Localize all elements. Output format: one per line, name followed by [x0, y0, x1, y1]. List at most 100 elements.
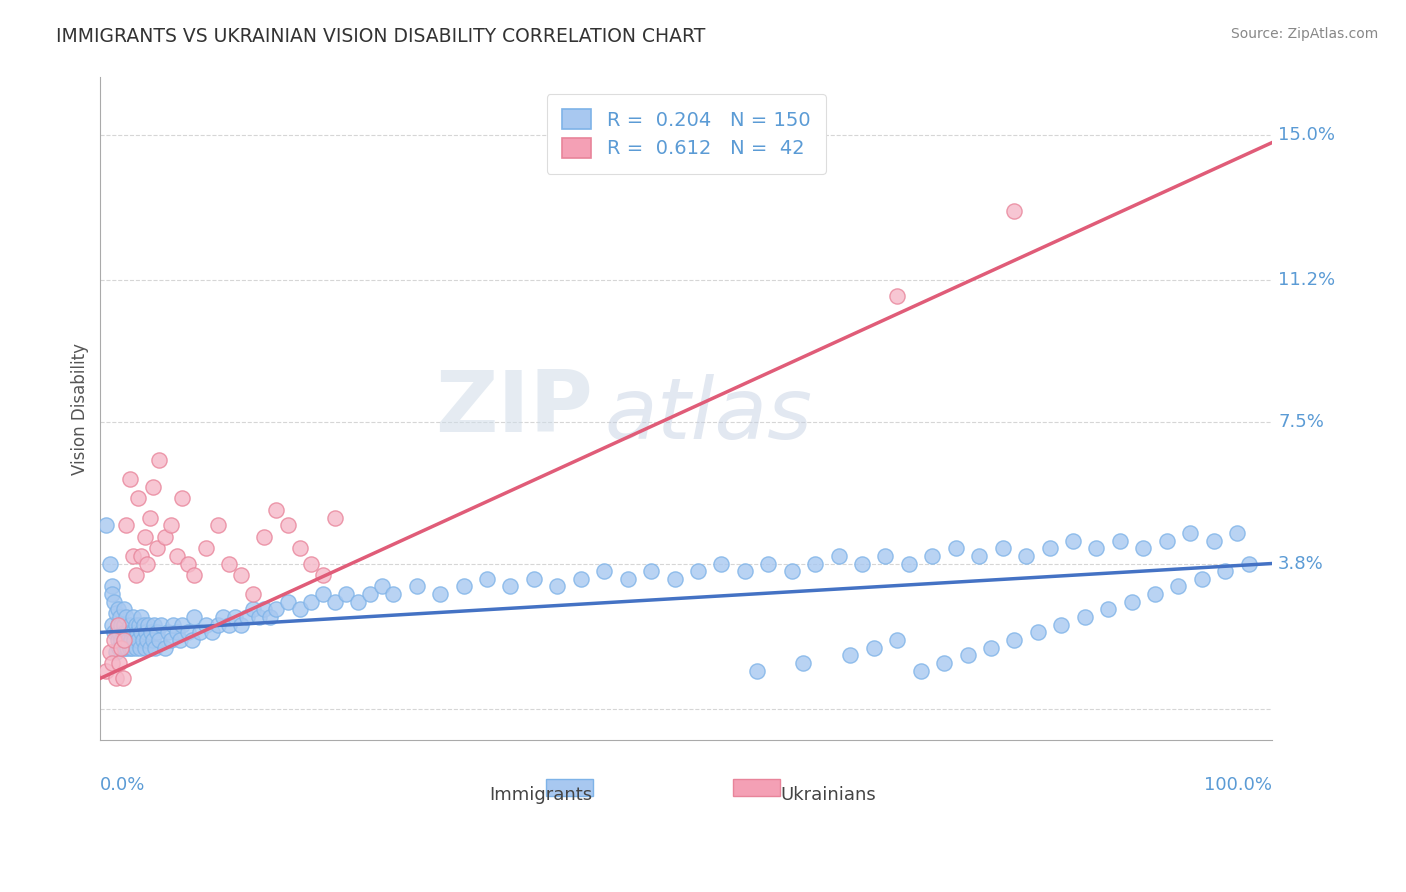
Point — [134, 640, 156, 655]
Point — [136, 633, 159, 648]
Point — [242, 602, 264, 616]
Point — [253, 602, 276, 616]
Point — [136, 557, 159, 571]
Point — [862, 640, 884, 655]
Text: ZIP: ZIP — [434, 367, 592, 450]
Text: 3.8%: 3.8% — [1278, 555, 1324, 573]
Point — [125, 625, 148, 640]
Point — [139, 625, 162, 640]
Point — [103, 633, 125, 648]
Point — [910, 664, 932, 678]
Point — [312, 568, 335, 582]
Point — [1132, 541, 1154, 556]
Point — [224, 610, 246, 624]
Point — [259, 610, 281, 624]
Point — [277, 518, 299, 533]
Text: 15.0%: 15.0% — [1278, 126, 1336, 144]
Point — [135, 625, 157, 640]
Point — [188, 625, 211, 640]
Point — [839, 648, 862, 663]
Y-axis label: Vision Disability: Vision Disability — [72, 343, 89, 475]
FancyBboxPatch shape — [733, 780, 780, 796]
Point — [166, 549, 188, 563]
Point — [101, 656, 124, 670]
Point — [120, 633, 142, 648]
Point — [382, 587, 405, 601]
Point — [299, 595, 322, 609]
Point — [201, 625, 224, 640]
Point — [169, 633, 191, 648]
Point — [180, 633, 202, 648]
Point — [98, 557, 121, 571]
Point — [229, 617, 252, 632]
Point — [1108, 533, 1130, 548]
Point — [150, 617, 173, 632]
Point — [288, 541, 311, 556]
Point — [112, 633, 135, 648]
Point — [453, 579, 475, 593]
Point — [1038, 541, 1060, 556]
Point — [710, 557, 733, 571]
Point — [159, 518, 181, 533]
Point — [114, 625, 136, 640]
Point — [132, 617, 155, 632]
Point — [117, 625, 139, 640]
Point — [359, 587, 381, 601]
Legend: R =  0.204   N = 150, R =  0.612   N =  42: R = 0.204 N = 150, R = 0.612 N = 42 — [547, 94, 825, 174]
Point — [886, 288, 908, 302]
Point — [101, 617, 124, 632]
Point — [121, 640, 143, 655]
Point — [111, 625, 134, 640]
Point — [991, 541, 1014, 556]
FancyBboxPatch shape — [546, 780, 592, 796]
Point — [157, 625, 180, 640]
Point — [104, 644, 127, 658]
Point — [1178, 525, 1201, 540]
Point — [142, 480, 165, 494]
Point — [218, 557, 240, 571]
Text: Immigrants: Immigrants — [489, 786, 592, 804]
Point — [569, 572, 592, 586]
Point — [277, 595, 299, 609]
Point — [115, 633, 138, 648]
Point — [110, 640, 132, 655]
Point — [886, 633, 908, 648]
Point — [980, 640, 1002, 655]
Point — [1002, 633, 1025, 648]
Point — [194, 541, 217, 556]
Point — [299, 557, 322, 571]
Point — [323, 510, 346, 524]
Point — [1226, 525, 1249, 540]
Text: Source: ZipAtlas.com: Source: ZipAtlas.com — [1230, 27, 1378, 41]
Point — [664, 572, 686, 586]
Point — [104, 671, 127, 685]
Point — [851, 557, 873, 571]
Point — [110, 610, 132, 624]
Point — [122, 625, 145, 640]
Point — [108, 625, 131, 640]
Point — [111, 671, 134, 685]
Point — [138, 640, 160, 655]
Point — [96, 518, 118, 533]
Text: Ukrainians: Ukrainians — [780, 786, 876, 804]
Point — [335, 587, 357, 601]
Point — [101, 587, 124, 601]
Point — [166, 625, 188, 640]
Point — [112, 602, 135, 616]
Point — [103, 595, 125, 609]
Point — [370, 579, 392, 593]
Text: 7.5%: 7.5% — [1278, 413, 1324, 431]
Point — [183, 568, 205, 582]
Point — [347, 595, 370, 609]
Point — [162, 617, 184, 632]
Point — [792, 656, 814, 670]
Point — [122, 610, 145, 624]
Point — [323, 595, 346, 609]
Point — [288, 602, 311, 616]
Point — [112, 617, 135, 632]
Point — [247, 610, 270, 624]
Point — [1050, 617, 1073, 632]
Point — [593, 564, 616, 578]
Point — [131, 549, 153, 563]
Point — [131, 625, 153, 640]
